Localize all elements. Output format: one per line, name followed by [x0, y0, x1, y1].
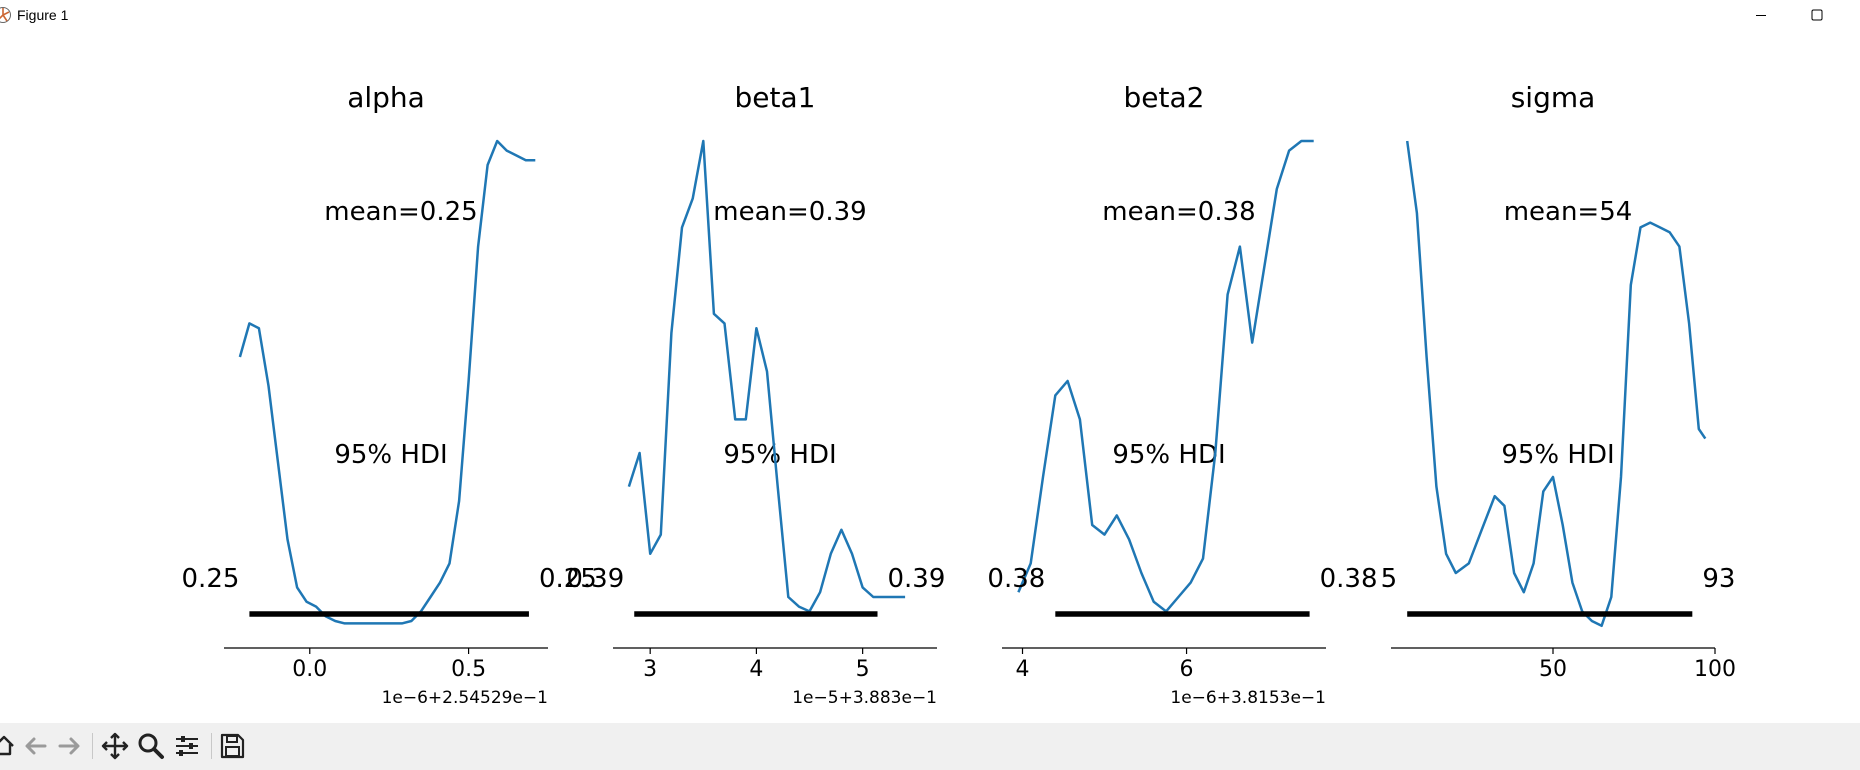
- pan-button[interactable]: [100, 731, 130, 761]
- home-icon: [0, 735, 14, 756]
- x-tick-label: 5: [856, 657, 870, 682]
- subplot-alpha: alpha mean=0.25 95% HDI 0.25 0.25 0.0 0.5 1e−6+…: [182, 81, 597, 708]
- subplot-title: beta2: [1124, 81, 1205, 114]
- x-tick-label: 100: [1694, 657, 1736, 682]
- x-offset-label: 1e−5+3.883e−1: [792, 688, 937, 708]
- configure-subplots-icon: [176, 736, 198, 756]
- x-tick-label: 0.0: [292, 657, 327, 682]
- toolbar-separator: [92, 733, 93, 759]
- window-title: Figure 1: [17, 7, 69, 23]
- mean-label: mean=54: [1504, 197, 1633, 227]
- hdi-low-label: 5: [1381, 564, 1398, 594]
- hdi-label: 95% HDI: [1501, 440, 1614, 470]
- subplot-beta1: beta1 mean=0.39 95% HDI 0.39 0.39 3 4 5 1e−5+3.8…: [566, 81, 945, 708]
- hdi-high-label: 0.39: [888, 564, 946, 594]
- hdi-high-label: 93: [1702, 564, 1735, 594]
- density-curve: [1405, 140, 1707, 628]
- hdi-label: 95% HDI: [334, 440, 447, 470]
- x-offset-label: 1e−6+2.54529e−1: [382, 688, 548, 708]
- x-tick-label: 6: [1180, 657, 1194, 682]
- navigation-toolbar: [0, 723, 1860, 770]
- x-tick-label: 4: [749, 657, 763, 682]
- hdi-label: 95% HDI: [1112, 440, 1225, 470]
- x-tick-label: 4: [1016, 657, 1030, 682]
- figure-canvas: alpha mean=0.25 95% HDI 0.25 0.25 0.0 0.5 1e−6+…: [182, 81, 1736, 708]
- maximize-icon: [1811, 9, 1823, 21]
- save-button[interactable]: [217, 731, 247, 761]
- hdi-low-label: 0.39: [566, 564, 624, 594]
- density-curve: [627, 139, 906, 613]
- mean-label: mean=0.39: [713, 197, 866, 227]
- mean-label: mean=0.25: [324, 197, 477, 227]
- hdi-low-label: 0.38: [987, 564, 1045, 594]
- hdi-label: 95% HDI: [723, 440, 836, 470]
- subplot-title: beta1: [735, 81, 816, 114]
- minimize-button[interactable]: [1738, 0, 1784, 31]
- x-tick-label: 0.5: [451, 657, 486, 682]
- subplot-beta2: beta2 mean=0.38 95% HDI 0.38 0.38 4 6 1e−6+3.81…: [987, 81, 1377, 708]
- hdi-high-label: 0.38: [1320, 564, 1378, 594]
- window-titlebar: Figure 1: [0, 0, 1860, 31]
- x-tick-label: 3: [643, 657, 657, 682]
- subplot-title: alpha: [347, 81, 425, 114]
- hdi-high-label: 0.25: [539, 564, 597, 594]
- minimize-icon: [1756, 15, 1766, 16]
- density-curve: [238, 139, 536, 625]
- toolbar-separator: [211, 733, 212, 759]
- x-tick-label: 50: [1539, 657, 1567, 682]
- configure-subplots-button[interactable]: [172, 731, 202, 761]
- subplot-title: sigma: [1511, 81, 1596, 114]
- forward-icon: [58, 737, 80, 755]
- back-icon: [25, 737, 47, 755]
- maximize-button[interactable]: [1794, 0, 1840, 31]
- zoom-icon: [138, 733, 164, 759]
- x-offset-label: 1e−6+3.8153e−1: [1170, 688, 1326, 708]
- matplotlib-logo-icon: [0, 7, 11, 23]
- save-icon: [220, 733, 245, 759]
- mean-label: mean=0.38: [1102, 197, 1255, 227]
- zoom-button[interactable]: [136, 731, 166, 761]
- home-button[interactable]: [0, 731, 22, 761]
- hdi-low-label: 0.25: [182, 564, 240, 594]
- back-button[interactable]: [21, 731, 51, 761]
- pan-icon: [101, 732, 129, 760]
- forward-button[interactable]: [54, 731, 84, 761]
- subplot-sigma: sigma mean=54 95% HDI 5 93 50 100: [1381, 81, 1736, 682]
